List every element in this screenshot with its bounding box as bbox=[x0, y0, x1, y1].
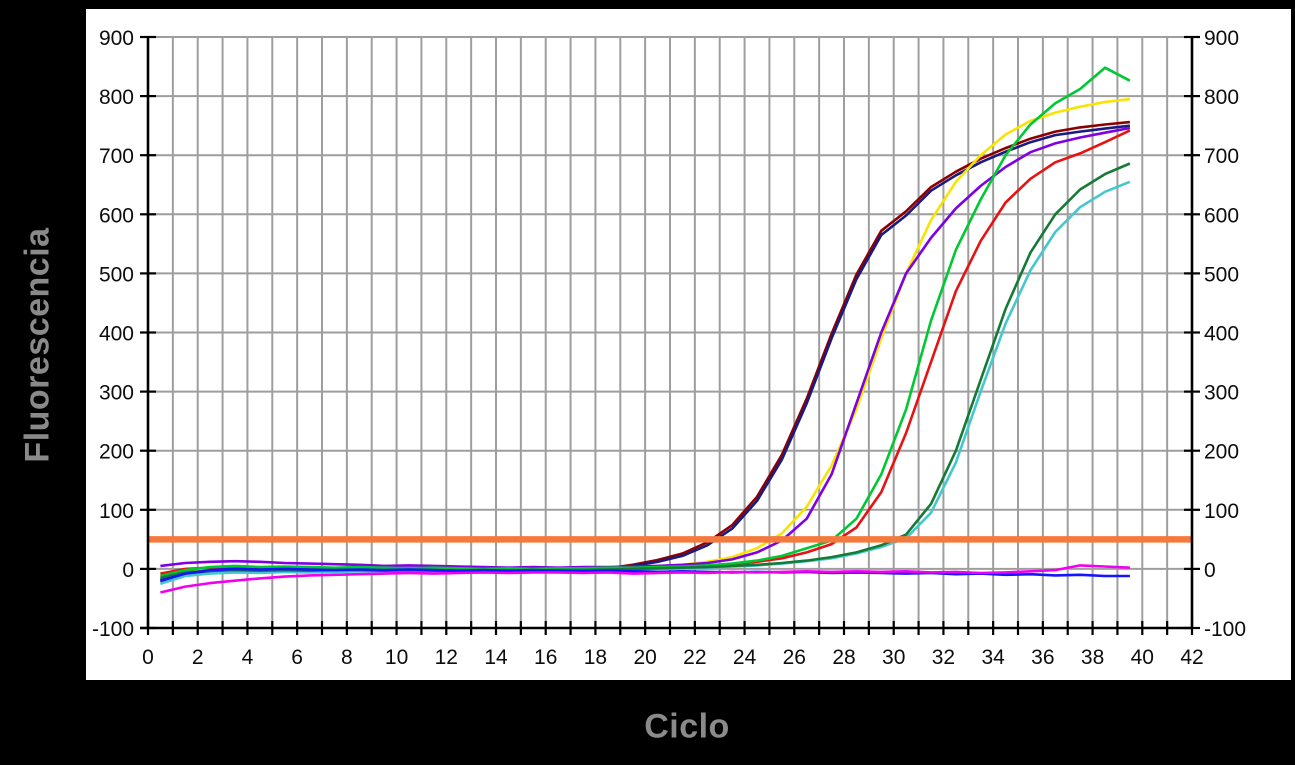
curves bbox=[160, 66, 1131, 594]
x-tick-label: 24 bbox=[733, 646, 757, 669]
y-tick-label-right: 900 bbox=[1204, 27, 1239, 50]
x-tick-label: 36 bbox=[1031, 646, 1054, 669]
x-tick-label: 40 bbox=[1131, 646, 1154, 669]
y-tick-label-right: 500 bbox=[1204, 263, 1239, 286]
x-tick-label: 18 bbox=[584, 646, 607, 669]
y-tick-label-left: 300 bbox=[99, 382, 134, 405]
y-tick-label-left: 700 bbox=[99, 145, 134, 168]
y-tick-label-left: 600 bbox=[99, 204, 134, 227]
y-tick-label-right: 600 bbox=[1204, 204, 1239, 227]
grid-lines bbox=[148, 36, 1192, 628]
x-tick-label: 2 bbox=[192, 646, 204, 669]
y-tick-label-right: 400 bbox=[1204, 323, 1239, 346]
x-tick-label: 16 bbox=[534, 646, 557, 669]
y-tick-label-right: 0 bbox=[1204, 559, 1216, 582]
y-tick-label-right: 200 bbox=[1204, 441, 1239, 464]
x-tick-label: 4 bbox=[242, 646, 254, 669]
x-tick-label: 20 bbox=[633, 646, 656, 669]
x-tick-label: 26 bbox=[783, 646, 806, 669]
y-tick-label-right: 700 bbox=[1204, 145, 1239, 168]
x-tick-label: 42 bbox=[1180, 646, 1203, 669]
x-tick-label: 14 bbox=[484, 646, 508, 669]
y-tick-label-right: 300 bbox=[1204, 382, 1239, 405]
x-tick-label: 38 bbox=[1081, 646, 1104, 669]
y-tick-label-right: 800 bbox=[1204, 86, 1239, 109]
tick-marks bbox=[140, 35, 1200, 635]
x-tick-label: 22 bbox=[683, 646, 706, 669]
x-tick-label: 28 bbox=[832, 646, 855, 669]
x-tick-label: 8 bbox=[341, 646, 353, 669]
x-tick-label: 10 bbox=[385, 646, 408, 669]
y-tick-label-left: 400 bbox=[99, 323, 134, 346]
x-tick-label: 30 bbox=[882, 646, 905, 669]
x-tick-label: 0 bbox=[142, 646, 154, 669]
y-tick-label-left: 0 bbox=[122, 559, 134, 582]
y-tick-label-left: 900 bbox=[99, 27, 134, 50]
y-tick-label-left: 500 bbox=[99, 263, 134, 286]
x-tick-label: 34 bbox=[981, 646, 1005, 669]
magenta-flat-line bbox=[160, 564, 1130, 594]
blue-flat-line bbox=[160, 567, 1130, 582]
x-axis-title: Ciclo bbox=[644, 707, 730, 746]
plot-panel bbox=[86, 9, 1291, 680]
y-tick-label-left: -100 bbox=[92, 618, 134, 641]
y-tick-label-right: -100 bbox=[1204, 618, 1246, 641]
x-tick-label: 6 bbox=[291, 646, 303, 669]
y-tick-label-left: 800 bbox=[99, 86, 134, 109]
y-axis-title: Fluorescencia bbox=[18, 227, 57, 463]
y-tick-label-right: 100 bbox=[1204, 500, 1239, 523]
y-tick-label-left: 100 bbox=[99, 500, 134, 523]
y-tick-label-left: 200 bbox=[99, 441, 134, 464]
x-tick-label: 32 bbox=[932, 646, 955, 669]
x-tick-label: 12 bbox=[435, 646, 458, 669]
